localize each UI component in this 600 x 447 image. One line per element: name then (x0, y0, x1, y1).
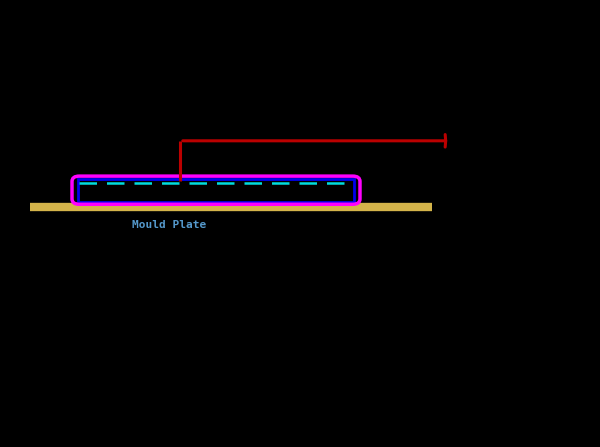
Text: Mould Plate: Mould Plate (132, 220, 206, 230)
